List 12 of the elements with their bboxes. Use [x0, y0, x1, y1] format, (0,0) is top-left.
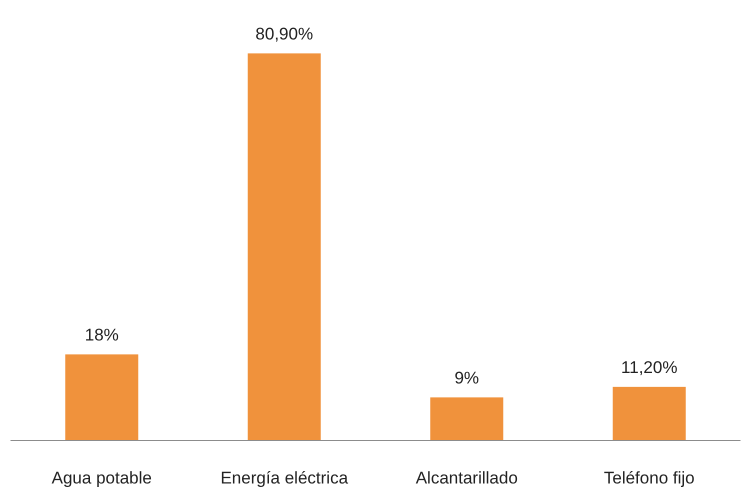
x-tick-label: Teléfono fijo [604, 468, 695, 488]
bar [248, 53, 321, 440]
x-tick-label: Energía eléctrica [220, 468, 349, 488]
bar [612, 386, 686, 440]
data-label: 9% [454, 368, 480, 388]
data-label: 80,90% [255, 24, 314, 44]
data-label: 18% [84, 325, 119, 344]
x-tick-label: Agua potable [52, 468, 152, 488]
data-label: 11,20% [621, 358, 678, 377]
bar [430, 397, 504, 440]
x-tick-label: Alcantarillado [416, 468, 518, 488]
bar [65, 354, 138, 440]
